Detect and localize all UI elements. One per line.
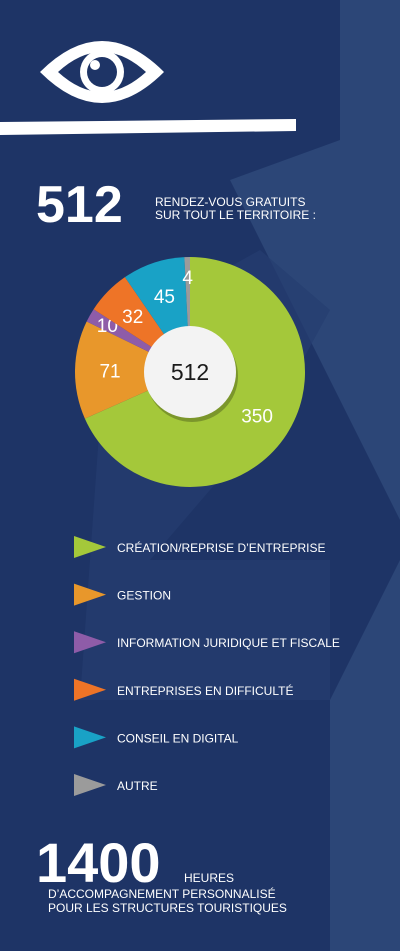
legend-swatch	[74, 726, 106, 749]
legend-label: CRÉATION/REPRISE D’ENTREPRISE	[117, 540, 325, 555]
data-label: 4	[182, 268, 193, 289]
data-label: 71	[99, 362, 120, 383]
legend-swatch	[74, 774, 106, 796]
eye-icon	[40, 41, 164, 103]
legend-label: ENTREPRISES EN DIFFICULTÉ	[117, 683, 293, 698]
legend-swatch	[74, 583, 106, 606]
legend-swatch	[74, 536, 106, 558]
center-label: 512	[171, 359, 209, 385]
legend-label: CONSEIL EN DIGITAL	[117, 731, 239, 745]
footer-text: HEURES	[184, 871, 234, 885]
legend-label: AUTRE	[117, 779, 158, 793]
data-label: 45	[154, 287, 175, 308]
footer-text: POUR LES STRUCTURES TOURISTIQUES	[48, 901, 287, 915]
headline-text: SUR TOUT LE TERRITOIRE :	[155, 208, 316, 222]
legend-label: GESTION	[117, 589, 171, 603]
legend-swatch	[74, 678, 106, 701]
footer-number: 1400	[36, 831, 161, 894]
divider	[0, 119, 296, 135]
legend-label: INFORMATION JURIDIQUE ET FISCALE	[117, 636, 340, 650]
data-label: 350	[241, 407, 273, 428]
headline-text: RENDEZ-VOUS GRATUITS	[155, 195, 305, 209]
footer-text: D’ACCOMPAGNEMENT PERSONNALISÉ	[48, 886, 276, 901]
legend-swatch	[74, 631, 106, 654]
donut-slice	[75, 321, 190, 419]
donut-hole	[144, 326, 236, 418]
legend: CRÉATION/REPRISE D’ENTREPRISE GESTION INFO…	[74, 536, 340, 796]
headline-number: 512	[36, 176, 123, 234]
background-band	[230, 0, 400, 951]
data-label: 32	[122, 307, 143, 328]
